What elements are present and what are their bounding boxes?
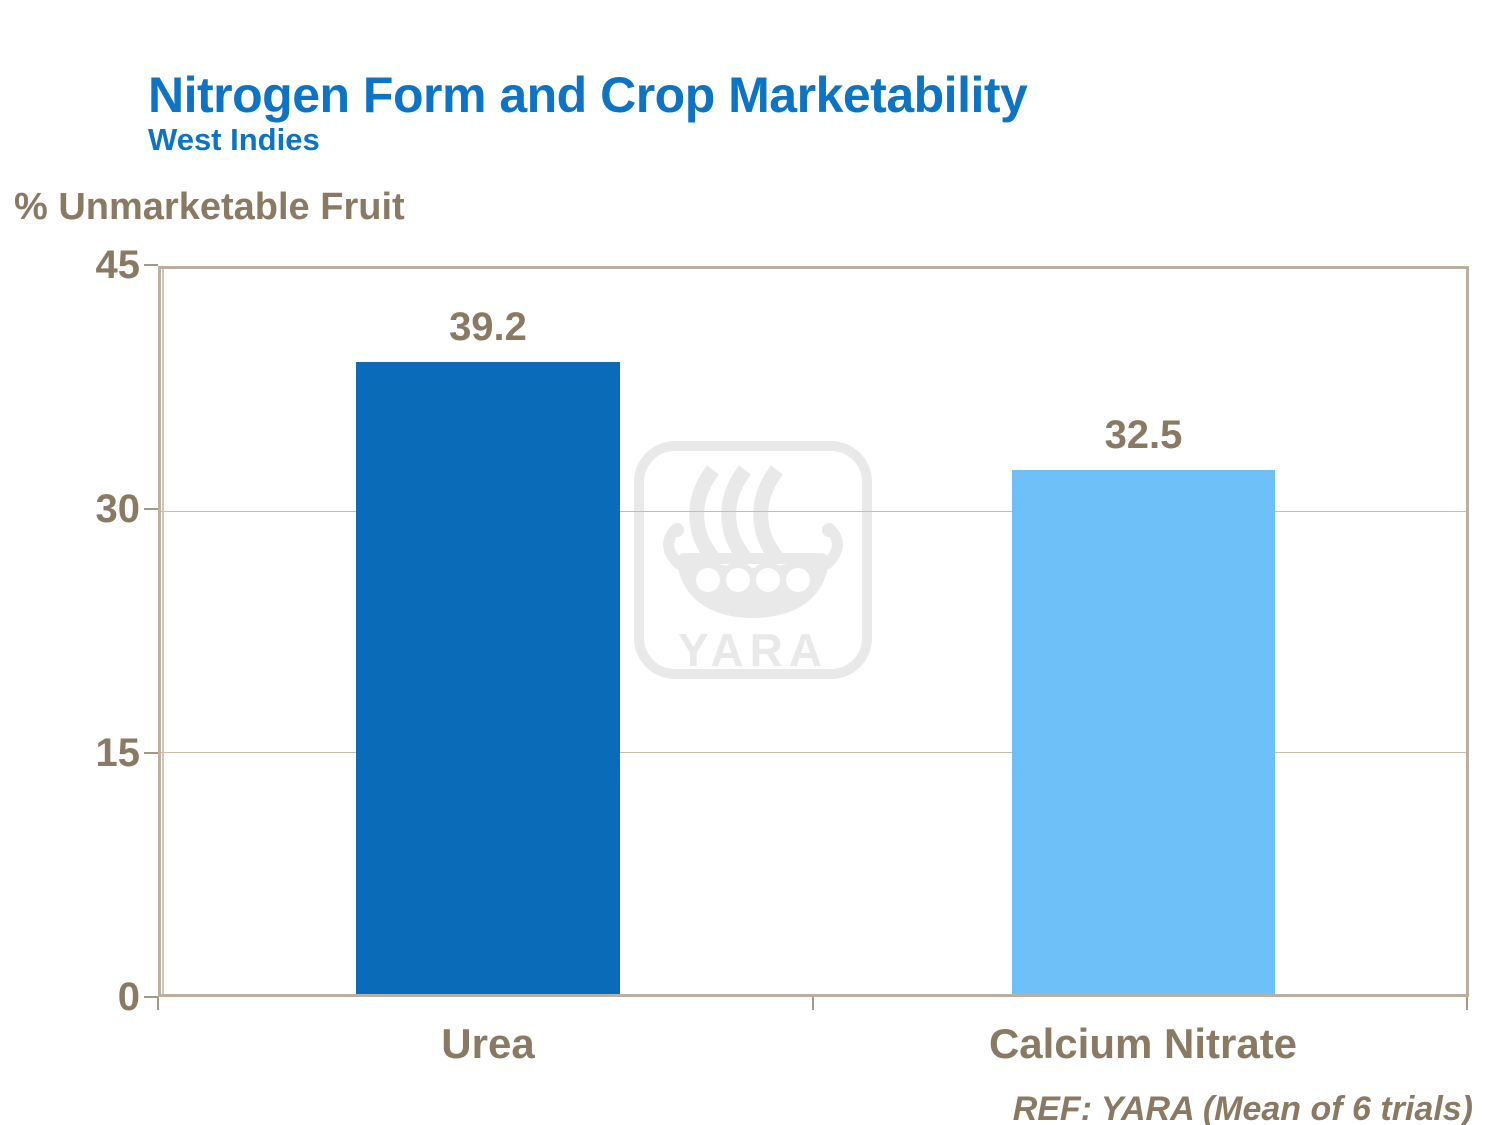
yara-watermark-logo: YARA bbox=[634, 441, 872, 679]
x-tick-mark-right bbox=[1466, 997, 1468, 1010]
y-tick-mark-45 bbox=[144, 264, 158, 266]
bar-calcium-nitrate bbox=[1012, 470, 1275, 994]
gridline-30 bbox=[161, 510, 1466, 512]
chart-subtitle: West Indies bbox=[148, 122, 320, 157]
chart-title: Nitrogen Form and Crop Marketability bbox=[148, 67, 1028, 123]
gridline-15 bbox=[161, 752, 1466, 754]
watermark-frame bbox=[634, 441, 872, 679]
bar-value-label-calcium-nitrate: 32.5 bbox=[1104, 413, 1183, 458]
y-tick-label-0: 0 bbox=[117, 975, 140, 1019]
viking-ship-hull-icon bbox=[663, 523, 843, 618]
plot-area: YARA 39.2 32.5 bbox=[158, 266, 1469, 997]
y-tick-label-45: 45 bbox=[95, 243, 141, 287]
x-tick-mark-left bbox=[157, 997, 159, 1010]
bar-column-urea: 39.2 bbox=[356, 269, 620, 994]
y-tick-mark-30 bbox=[144, 508, 158, 510]
bar-value-label-urea: 39.2 bbox=[449, 305, 527, 350]
bar-urea bbox=[356, 362, 620, 994]
watermark-text: YARA bbox=[678, 624, 828, 676]
axis-left-inner-line bbox=[162, 269, 164, 994]
viking-ship-sails-icon bbox=[689, 465, 785, 566]
y-tick-label-15: 15 bbox=[95, 731, 141, 775]
y-tick-mark-0 bbox=[144, 996, 158, 998]
reference-note: REF: YARA (Mean of 6 trials) bbox=[1012, 1090, 1473, 1125]
y-tick-mark-15 bbox=[144, 752, 158, 754]
x-tick-mark-center bbox=[812, 997, 814, 1010]
bar-column-calcium-nitrate: 32.5 bbox=[1012, 269, 1275, 994]
x-category-label-urea: Urea bbox=[441, 1020, 535, 1067]
x-category-label-calcium-nitrate: Calcium Nitrate bbox=[988, 1020, 1298, 1067]
y-tick-label-30: 30 bbox=[95, 487, 141, 531]
y-axis-title: % Unmarketable Fruit bbox=[14, 186, 405, 228]
